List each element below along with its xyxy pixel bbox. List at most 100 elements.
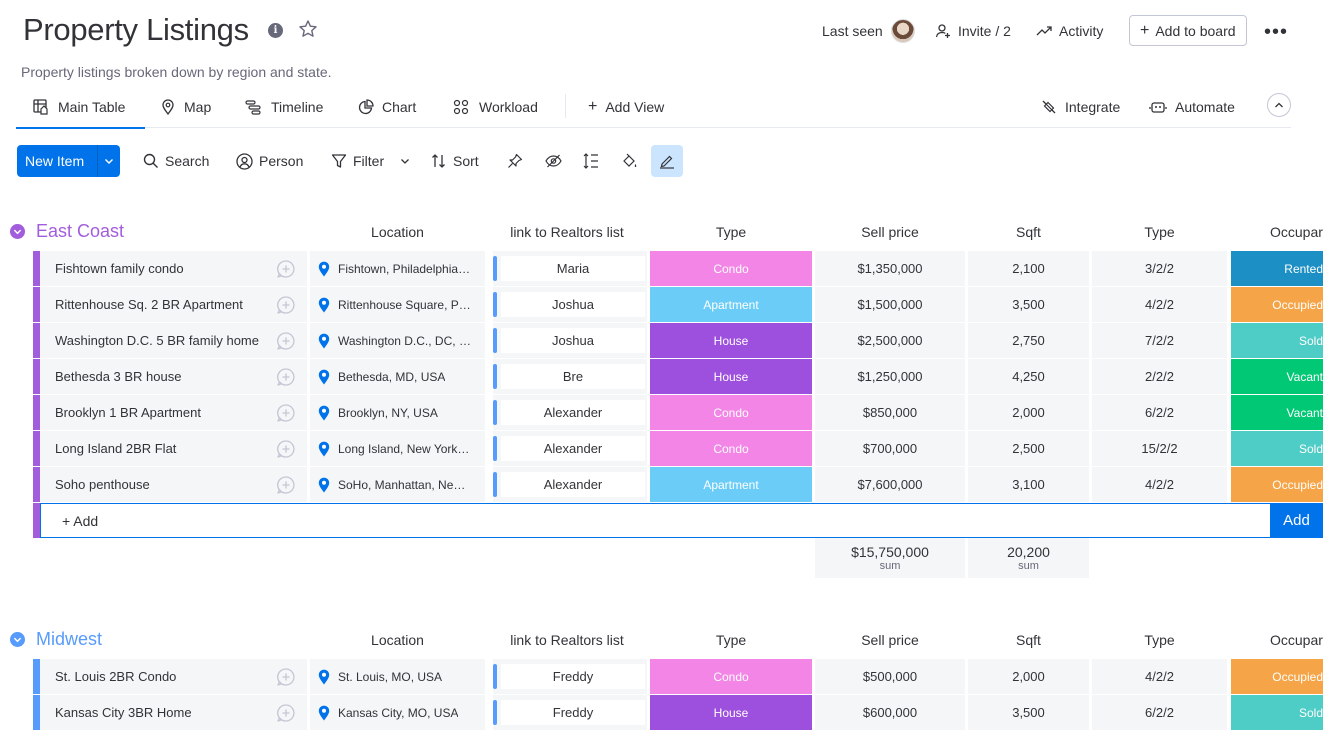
sqft-cell[interactable]: 2,750 [968, 323, 1089, 358]
item-name[interactable]: Soho penthouse [40, 467, 307, 502]
group-header-east-coast[interactable]: East Coast [10, 218, 124, 244]
realtor-name[interactable]: Joshua [501, 292, 645, 317]
edit-pen-icon[interactable] [651, 145, 683, 177]
add-update-icon[interactable] [276, 667, 296, 687]
realtor-link-cell[interactable]: Freddy [493, 659, 647, 694]
add-update-icon[interactable] [276, 367, 296, 387]
column-header-rooms[interactable]: Type [1144, 632, 1175, 648]
table-row[interactable]: Brooklyn 1 BR Apartment Brooklyn, NY, USA… [33, 395, 1323, 430]
table-row[interactable]: Rittenhouse Sq. 2 BR Apartment Rittenhous… [33, 287, 1323, 322]
sell-price-cell[interactable]: $700,000 [815, 431, 965, 466]
board-description[interactable]: Property listings broken down by region … [21, 64, 332, 80]
sqft-cell[interactable]: 2,100 [968, 251, 1089, 286]
table-row[interactable]: Soho penthouse SoHo, Manhattan, New York,… [33, 467, 1323, 502]
add-update-icon[interactable] [276, 259, 296, 279]
type-status-label[interactable]: Condo [650, 659, 812, 694]
sell-price-cell[interactable]: $500,000 [815, 659, 965, 694]
add-item-row[interactable]: + Add Add [33, 503, 1323, 538]
column-header-sqft[interactable]: Sqft [1016, 632, 1041, 648]
automate-button[interactable]: Automate [1149, 86, 1235, 128]
conversation-button[interactable] [264, 251, 307, 286]
occupancy-status-label[interactable]: Sold [1231, 323, 1323, 358]
table-row[interactable]: St. Louis 2BR Condo St. Louis, MO, USA Fre… [33, 659, 1323, 694]
person-filter-button[interactable]: Person [236, 145, 303, 177]
realtor-name[interactable]: Bre [501, 364, 645, 389]
realtor-link-cell[interactable]: Alexander [493, 431, 647, 466]
rooms-cell[interactable]: 6/2/2 [1092, 695, 1227, 730]
type-status-label[interactable]: Condo [650, 395, 812, 430]
sqft-cell[interactable]: 3,100 [968, 467, 1089, 502]
location-cell[interactable]: Long Island, New York, NY, USA [310, 431, 485, 466]
chevron-down-icon[interactable] [10, 223, 25, 239]
realtor-link-cell[interactable]: Joshua [493, 287, 647, 322]
add-to-board-button[interactable]: + Add to board [1129, 15, 1247, 46]
add-item-input[interactable]: + Add [40, 503, 1271, 538]
tab-map[interactable]: Map [160, 86, 211, 128]
last-seen[interactable]: Last seen [822, 16, 915, 46]
rooms-cell[interactable]: 4/2/2 [1092, 467, 1227, 502]
realtor-name[interactable]: Alexander [501, 400, 645, 425]
rooms-cell[interactable]: 7/2/2 [1092, 323, 1227, 358]
table-row[interactable]: Fishtown family condo Fishtown, Philadelp… [33, 251, 1323, 286]
sqft-cell[interactable]: 4,250 [968, 359, 1089, 394]
add-item-button[interactable]: Add [1270, 503, 1323, 538]
chevron-down-icon[interactable] [10, 631, 25, 647]
type-status-label[interactable]: Apartment [650, 467, 812, 502]
column-header-rooms[interactable]: Type [1144, 224, 1175, 240]
rooms-cell[interactable]: 2/2/2 [1092, 359, 1227, 394]
sell-price-cell[interactable]: $850,000 [815, 395, 965, 430]
color-fill-icon[interactable] [613, 145, 645, 177]
realtor-name[interactable]: Alexander [501, 472, 645, 497]
realtor-link-cell[interactable]: Maria [493, 251, 647, 286]
group-title[interactable]: East Coast [36, 220, 125, 241]
add-update-icon[interactable] [276, 703, 296, 723]
occupancy-status-label[interactable]: Occupied [1231, 659, 1323, 694]
item-name[interactable]: St. Louis 2BR Condo [40, 659, 307, 694]
sqft-cell[interactable]: 2,000 [968, 659, 1089, 694]
invite-button[interactable]: Invite / 2 [935, 16, 1011, 46]
row-height-icon[interactable] [575, 145, 607, 177]
sell-price-cell[interactable]: $2,500,000 [815, 323, 965, 358]
tab-workload[interactable]: Workload [453, 86, 538, 128]
column-header-sqft[interactable]: Sqft [1016, 224, 1041, 240]
group-header-midwest[interactable]: Midwest [10, 626, 102, 652]
occupancy-status-label[interactable]: Occupied [1231, 287, 1323, 322]
column-header-occupancy[interactable]: Occupar [1270, 224, 1323, 240]
item-name[interactable]: Brooklyn 1 BR Apartment [40, 395, 307, 430]
add-update-icon[interactable] [276, 331, 296, 351]
table-row[interactable]: Kansas City 3BR Home Kansas City, MO, USA… [33, 695, 1323, 730]
tab-add-view[interactable]: + Add View [588, 86, 664, 128]
rooms-cell[interactable]: 4/2/2 [1092, 659, 1227, 694]
activity-button[interactable]: Activity [1036, 16, 1103, 46]
pin-icon[interactable] [499, 145, 531, 177]
column-header-location[interactable]: Location [371, 224, 424, 240]
conversation-button[interactable] [264, 659, 307, 694]
sell-price-cell[interactable]: $1,250,000 [815, 359, 965, 394]
item-name[interactable]: Kansas City 3BR Home [40, 695, 307, 730]
column-header-type[interactable]: Type [715, 224, 747, 240]
sort-button[interactable]: Sort [431, 145, 479, 177]
realtor-name[interactable]: Alexander [501, 436, 645, 461]
conversation-button[interactable] [264, 323, 307, 358]
tab-chart[interactable]: Chart [358, 86, 416, 128]
occupancy-status-label[interactable]: Rented [1231, 251, 1323, 286]
tab-main-table[interactable]: Main Table [16, 86, 145, 129]
search-button[interactable]: Search [143, 145, 209, 177]
sell-price-cell[interactable]: $1,500,000 [815, 287, 965, 322]
sqft-cell[interactable]: 3,500 [968, 695, 1089, 730]
hide-icon[interactable] [537, 145, 569, 177]
conversation-button[interactable] [264, 287, 307, 322]
group-title[interactable]: Midwest [36, 628, 103, 649]
occupancy-status-label[interactable]: Sold [1231, 431, 1323, 466]
rooms-cell[interactable]: 6/2/2 [1092, 395, 1227, 430]
rooms-cell[interactable]: 15/2/2 [1092, 431, 1227, 466]
rooms-cell[interactable]: 4/2/2 [1092, 287, 1227, 322]
board-title[interactable]: Property Listings [23, 12, 249, 47]
table-row[interactable]: Long Island 2BR Flat Long Island, New Yor… [33, 431, 1323, 466]
add-update-icon[interactable] [276, 439, 296, 459]
integrate-button[interactable]: Integrate [1041, 86, 1120, 128]
location-cell[interactable]: Fishtown, Philadelphia, PA, USA [310, 251, 485, 286]
filter-button[interactable]: Filter [331, 145, 410, 177]
sqft-cell[interactable]: 3,500 [968, 287, 1089, 322]
location-cell[interactable]: Bethesda, MD, USA [310, 359, 485, 394]
